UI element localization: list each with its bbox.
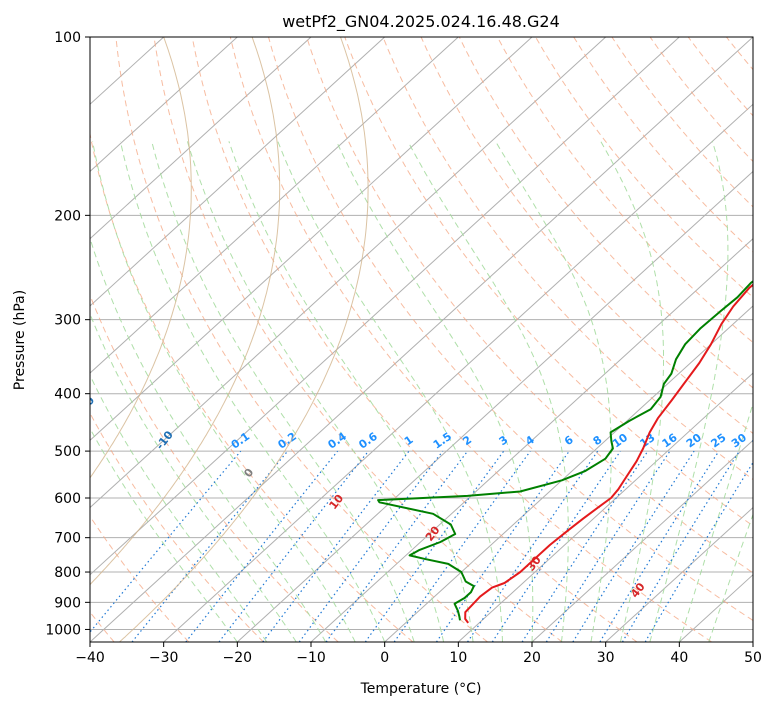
x-tick-label: 0 <box>380 650 389 666</box>
y-tick-label: 500 <box>54 444 81 460</box>
y-tick-label: 600 <box>54 491 81 507</box>
x-tick-label: 20 <box>523 650 541 666</box>
y-axis-label: Pressure (hPa) <box>12 290 28 390</box>
x-tick-label: 10 <box>449 650 467 666</box>
x-axis-label: Temperature (°C) <box>360 681 482 697</box>
y-tick-label: 400 <box>54 387 81 403</box>
x-tick-label: 30 <box>597 650 615 666</box>
y-tick-label: 200 <box>54 208 81 224</box>
y-tick-label: 800 <box>54 565 81 581</box>
x-tick-label: 50 <box>744 650 762 666</box>
x-tick-label: −30 <box>149 650 179 666</box>
x-tick-label: −10 <box>296 650 326 666</box>
y-tick-label: 100 <box>54 30 81 46</box>
chart-title: wetPf2_GN04.2025.024.16.48.G24 <box>282 12 560 32</box>
y-tick-label: 300 <box>54 313 81 329</box>
x-tick-label: 40 <box>670 650 688 666</box>
x-tick-label: −20 <box>223 650 253 666</box>
y-tick-label: 900 <box>54 595 81 611</box>
y-tick-label: 700 <box>54 531 81 547</box>
x-tick-label: −40 <box>75 650 105 666</box>
y-tick-label: 1000 <box>45 622 81 638</box>
